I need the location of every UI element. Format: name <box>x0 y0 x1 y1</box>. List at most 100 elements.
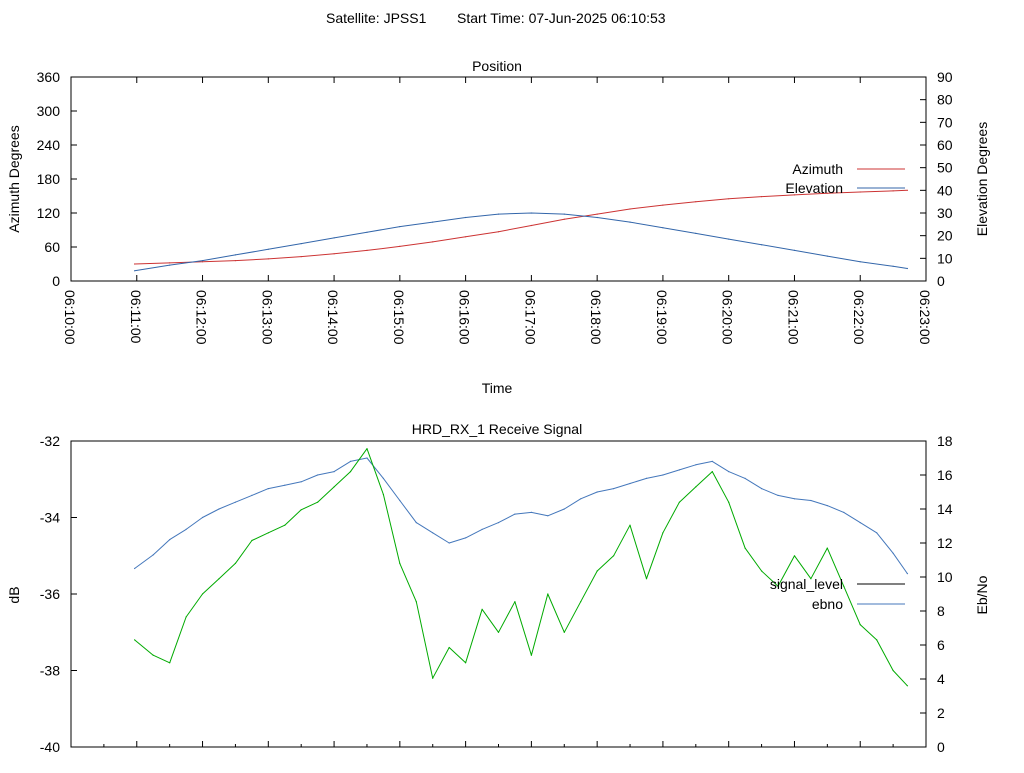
data-point-signal_level <box>134 639 136 641</box>
data-point-signal_level <box>514 601 516 603</box>
data-point-signal_level <box>234 562 236 565</box>
data-point-signal_level <box>744 547 746 549</box>
data-point-signal_level <box>185 616 187 618</box>
data-point-signal_level <box>284 524 286 526</box>
data-point-ebno <box>563 508 565 510</box>
data-point-signal_level <box>300 509 302 511</box>
data-point-ebno <box>432 532 434 534</box>
data-point-signal_level <box>201 593 204 595</box>
left-y-tick-label: 0 <box>52 273 60 289</box>
data-point-azimuth <box>695 201 697 203</box>
data-point-signal_level <box>906 685 909 687</box>
signal-title: HRD_RX_1 Receive Signal <box>412 421 582 437</box>
right-y-tick-label: 70 <box>937 114 953 130</box>
left-y-tick-label: -36 <box>40 586 60 602</box>
data-point-azimuth <box>399 245 401 247</box>
data-point-signal_level <box>251 539 253 542</box>
data-point-ebno <box>547 515 549 517</box>
data-point-ebno <box>876 532 878 534</box>
data-point-ebno <box>251 494 253 496</box>
left-y-tick-label: -40 <box>40 739 60 755</box>
right-y-tick-label: 4 <box>937 671 945 687</box>
legend-ebno-label: ebno <box>812 596 843 612</box>
data-point-ebno <box>134 567 136 570</box>
data-point-elevation <box>530 212 533 214</box>
data-point-ebno <box>317 474 319 476</box>
right-y-tick-label: 60 <box>937 137 953 153</box>
data-point-ebno <box>613 488 615 490</box>
data-point-signal_level <box>613 555 615 557</box>
data-point-elevation <box>826 255 828 257</box>
right-y-tick-label: 20 <box>937 228 953 244</box>
data-point-elevation <box>563 213 565 215</box>
x-tick-label: 06:23:00 <box>917 290 933 345</box>
left-y-tick-label: 60 <box>44 239 60 255</box>
data-point-elevation <box>432 221 434 223</box>
right-y-tick-label: 90 <box>937 69 953 85</box>
x-tick-label: 06:17:00 <box>522 290 538 345</box>
right-y-tick-label: 12 <box>937 535 953 551</box>
data-point-ebno <box>645 477 648 479</box>
start-time-label: Start Time: 07-Jun-2025 06:10:53 <box>457 10 666 26</box>
position-axis-ticks: 0 60 120 180 240 300 360 0 10 20 30 40 50 60 70 80 90 06:… <box>37 69 953 345</box>
data-point-ebno <box>629 482 631 485</box>
data-point-signal_level <box>399 562 401 565</box>
x-tick-label: 06:22:00 <box>851 290 867 345</box>
data-point-azimuth <box>333 253 335 255</box>
right-y-tick-label: 14 <box>937 501 953 517</box>
data-point-signal_level <box>169 662 171 664</box>
data-point-ebno <box>843 511 845 513</box>
data-point-signal_level <box>826 547 828 549</box>
left-y-tick-label: -34 <box>40 510 60 526</box>
data-point-ebno <box>267 488 269 490</box>
data-point-signal_level <box>333 486 335 488</box>
x-tick-label: 06:13:00 <box>259 290 275 345</box>
signal-legend: signal_level ebno <box>770 576 905 612</box>
data-point-azimuth <box>859 191 861 193</box>
data-point-signal_level <box>876 639 878 641</box>
data-point-ebno <box>826 505 828 507</box>
data-point-azimuth <box>563 218 565 220</box>
data-point-azimuth <box>530 224 533 227</box>
signal-axis-ticks: -40 -38 -36 -34 -32 0 2 4 6 8 10 12 14 16 18 <box>40 433 953 755</box>
data-point-ebno <box>152 554 154 556</box>
signal-plot-frame <box>70 440 927 748</box>
data-point-signal_level <box>317 501 319 503</box>
data-point-signal_level <box>448 646 450 649</box>
data-point-ebno <box>744 477 746 479</box>
data-point-ebno <box>399 499 401 502</box>
series-line-signal_level <box>134 448 908 687</box>
data-point-elevation <box>497 213 500 215</box>
ebno-axis-label: Eb/No <box>974 575 990 614</box>
right-y-tick-label: 6 <box>937 637 945 653</box>
data-point-elevation <box>465 216 467 219</box>
data-point-elevation <box>728 238 730 240</box>
data-point-ebno <box>300 481 302 483</box>
data-point-azimuth <box>761 196 763 198</box>
data-point-elevation <box>695 232 697 234</box>
data-point-ebno <box>662 474 664 476</box>
data-point-signal_level <box>382 493 384 496</box>
data-point-azimuth <box>134 263 136 265</box>
data-point-elevation <box>234 254 236 256</box>
data-point-azimuth <box>366 249 368 251</box>
data-point-signal_level <box>267 532 269 534</box>
data-point-ebno <box>514 513 516 515</box>
right-y-tick-label: 8 <box>937 603 945 619</box>
left-y-tick-label: 180 <box>37 171 61 187</box>
data-point-elevation <box>596 216 598 219</box>
right-y-tick-label: 18 <box>937 433 953 449</box>
right-y-tick-label: 40 <box>937 182 953 198</box>
data-point-elevation <box>892 265 894 267</box>
right-y-tick-label: 10 <box>937 569 953 585</box>
position-series <box>134 189 909 272</box>
x-tick-label: 06:19:00 <box>654 290 670 345</box>
data-point-signal_level <box>777 585 779 587</box>
data-point-azimuth <box>596 213 598 215</box>
data-point-signal_level <box>481 608 483 610</box>
data-point-ebno <box>777 494 779 496</box>
data-point-elevation <box>333 237 335 239</box>
data-point-signal_level <box>761 570 763 572</box>
x-tick-label: 06:14:00 <box>325 290 341 345</box>
data-point-signal_level <box>366 448 368 450</box>
